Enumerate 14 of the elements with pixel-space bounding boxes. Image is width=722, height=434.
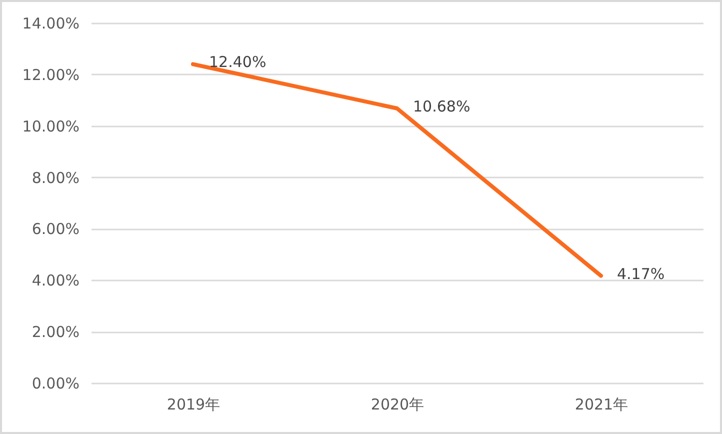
y-tick-label: 14.00%	[22, 14, 80, 32]
y-tick-label: 4.00%	[32, 272, 80, 290]
y-tick-label: 12.00%	[22, 66, 80, 84]
y-tick-label: 8.00%	[32, 168, 80, 187]
data-label: 10.68%	[413, 97, 470, 116]
y-tick-label: 10.00%	[22, 117, 80, 136]
x-tick-label: 2019年	[166, 396, 220, 414]
x-tick-label: 2020年	[370, 396, 424, 414]
x-tick-label: 2021年	[574, 396, 628, 414]
y-tick-label: 2.00%	[32, 323, 80, 342]
y-tick-label: 6.00%	[32, 220, 80, 238]
data-label: 4.17%	[617, 264, 665, 283]
y-tick-label: 0.00%	[32, 374, 80, 392]
data-label: 12.40%	[209, 53, 266, 72]
